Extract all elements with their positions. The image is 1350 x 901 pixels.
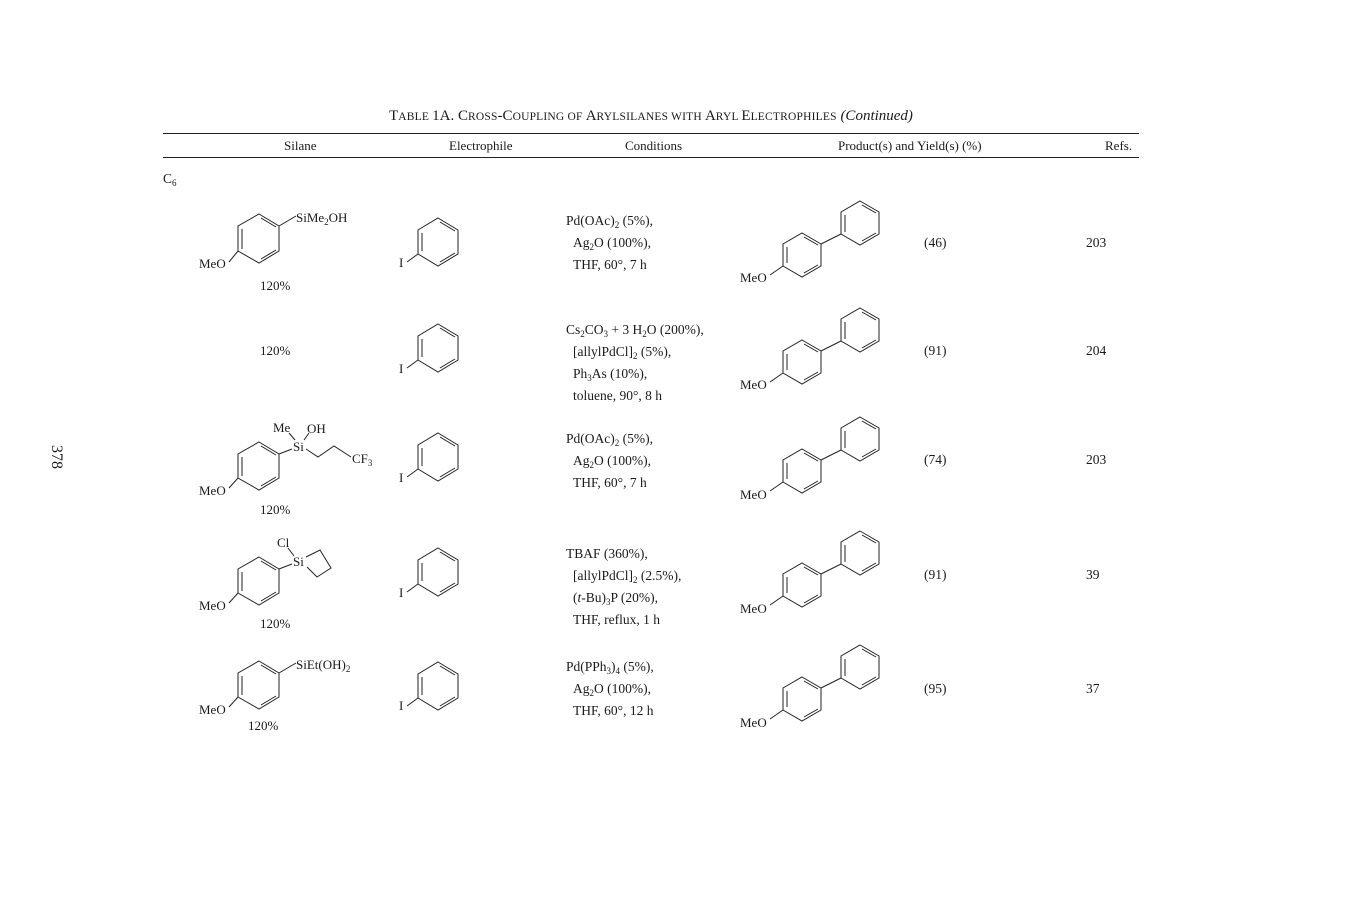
conditions-cell: Pd(OAc)2 (5%), Ag2O (100%), THF, 60°, 7 … (566, 213, 653, 272)
iodo-label: I (399, 585, 404, 600)
iodo-label: I (399, 698, 404, 713)
header-refs: Refs. (1105, 138, 1133, 153)
yield-value: (91) (924, 567, 947, 582)
ref-value: 203 (1086, 235, 1107, 250)
si-label: Si (293, 554, 304, 569)
header-products: Product(s) and Yield(s) (%) (838, 138, 982, 153)
meo-label: MeO (740, 487, 767, 502)
biphenyl-product-structure (769, 416, 880, 494)
si-label: Si (293, 439, 304, 454)
conditions-cell: Pd(OAc)2 (5%), Ag2O (100%), THF, 60°, 7 … (566, 431, 653, 490)
conditions-cell: Pd(PPh3)4 (5%), Ag2O (100%), THF, 60°, 1… (566, 659, 654, 718)
cf3-label: CF3 (352, 451, 373, 468)
page-number: 378 (48, 445, 65, 469)
conditions-cell: TBAF (360%), [allylPdCl]2 (2.5%), (t-Bu)… (566, 546, 682, 627)
ref-value: 203 (1086, 452, 1107, 467)
iodobenzene-structure (406, 432, 459, 482)
yield-value: (91) (924, 343, 947, 358)
biphenyl-product-structure (769, 200, 880, 278)
meo-label: MeO (740, 377, 767, 392)
silane-label: SiEt(OH)2 (296, 657, 351, 674)
meo-label: MeO (740, 601, 767, 616)
header-electrophile: Electrophile (449, 138, 513, 153)
silane-amount: 120% (260, 343, 291, 358)
header-silane: Silane (284, 138, 317, 153)
yield-value: (95) (924, 681, 947, 696)
header-conditions: Conditions (625, 138, 683, 153)
meo-label: MeO (740, 270, 767, 285)
silane-amount: 120% (260, 278, 291, 293)
silane-label: SiMe2OH (296, 210, 348, 227)
meo-label: MeO (199, 256, 226, 271)
iodobenzene-structure (406, 547, 459, 597)
iodo-label: I (399, 361, 404, 376)
iodobenzene-structure (406, 661, 459, 711)
header-rule (163, 157, 1139, 158)
silane-amount: 120% (248, 718, 279, 733)
iodo-label: I (399, 470, 404, 485)
ref-value: 39 (1086, 567, 1100, 582)
iodo-label: I (399, 255, 404, 270)
meo-label: MeO (740, 715, 767, 730)
title-continued: (Continued) (840, 108, 913, 124)
biphenyl-product-structure (769, 307, 880, 385)
silane-amount: 120% (260, 616, 291, 631)
meo-label: MeO (199, 483, 226, 498)
silane-structure-1 (228, 213, 297, 264)
silane-structure-4 (228, 547, 332, 606)
oh-label: OH (307, 421, 326, 436)
biphenyl-product-structure (769, 530, 880, 608)
meo-label: MeO (199, 702, 226, 717)
silane-structure-3 (228, 432, 352, 491)
biphenyl-product-structure (769, 644, 880, 722)
conditions-cell: Cs2CO3 + 3 H2O (200%), [allylPdCl]2 (5%)… (566, 322, 704, 403)
iodobenzene-structure (406, 217, 459, 267)
iodobenzene-structure (406, 323, 459, 373)
silane-amount: 120% (260, 502, 291, 517)
silane-structure-5 (228, 660, 297, 710)
cl-label: Cl (277, 535, 290, 550)
top-rule (163, 133, 1139, 134)
yield-value: (46) (924, 235, 947, 250)
yield-value: (74) (924, 452, 947, 467)
section-label: C6 (163, 171, 177, 188)
meo-label: MeO (199, 598, 226, 613)
me-label: Me (273, 420, 291, 435)
table-title: TABLE 1A. CROSS-COUPLING OF ARYLSILANES … (389, 108, 913, 124)
ref-value: 37 (1086, 681, 1100, 696)
ref-value: 204 (1086, 343, 1107, 358)
